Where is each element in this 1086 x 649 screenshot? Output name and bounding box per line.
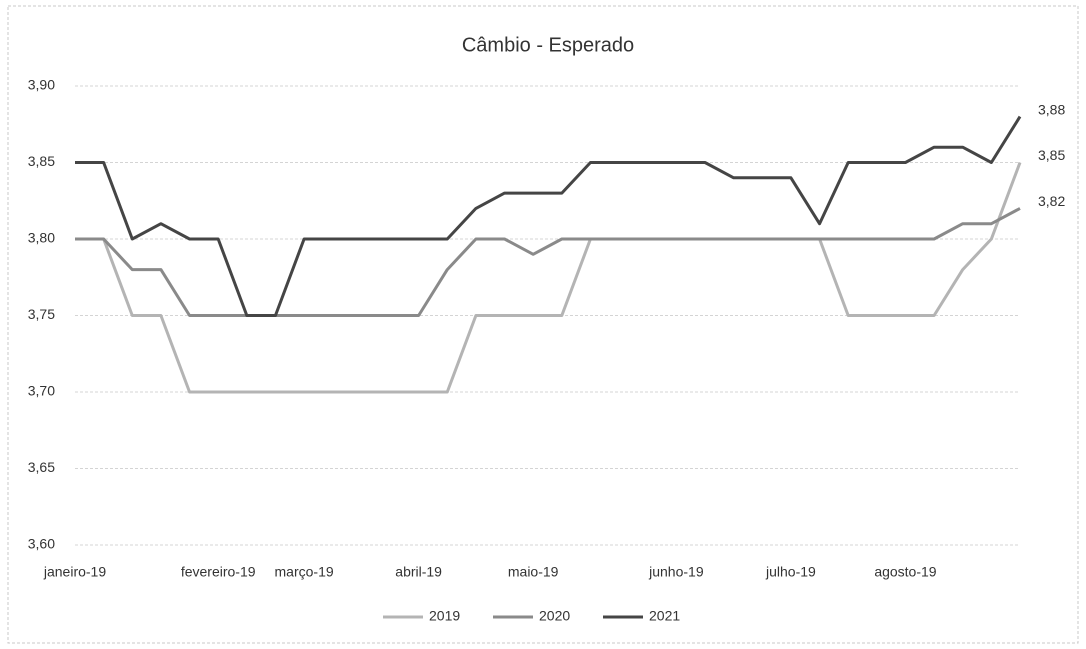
x-tick-label: junho-19 (648, 564, 704, 580)
data-label: 3,85 (1038, 147, 1065, 163)
series-line (75, 161, 1022, 394)
x-tick-label: julho-19 (765, 564, 816, 580)
data-label: 3,82 (1038, 193, 1065, 209)
chart-frame (7, 5, 1079, 644)
y-tick-label: 3,65 (28, 459, 55, 475)
x-tick-label: fevereiro-19 (181, 564, 256, 580)
x-tick-label: abril-19 (395, 564, 442, 580)
legend-label: 2021 (649, 608, 680, 624)
legend-label: 2020 (539, 608, 570, 624)
x-tick-label: maio-19 (508, 564, 559, 580)
x-tick-label: março-19 (275, 564, 334, 580)
y-tick-label: 3,70 (28, 383, 55, 399)
data-label: 3,88 (1038, 101, 1065, 117)
y-tick-label: 3,75 (28, 306, 55, 322)
series-line (75, 207, 1021, 317)
x-tick-label: janeiro-19 (43, 564, 106, 580)
legend-label: 2019 (429, 608, 460, 624)
y-tick-label: 3,85 (28, 153, 55, 169)
y-tick-label: 3,90 (28, 77, 55, 93)
x-tick-label: agosto-19 (874, 564, 936, 580)
chart-title: Câmbio - Esperado (462, 34, 634, 56)
y-tick-label: 3,60 (28, 536, 55, 552)
series-line (75, 115, 1022, 317)
y-tick-label: 3,80 (28, 230, 55, 246)
